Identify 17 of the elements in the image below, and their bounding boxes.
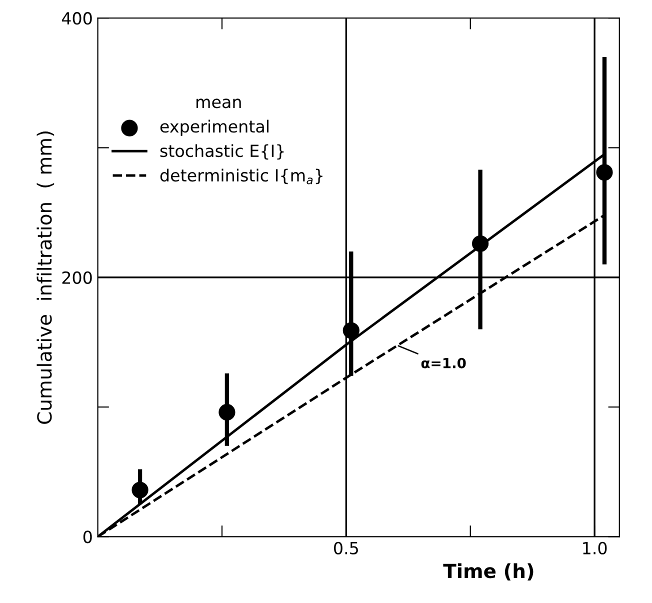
x-axis-title: Time (h) bbox=[443, 563, 534, 581]
point bbox=[472, 235, 489, 252]
y-tick-label: 0 bbox=[83, 530, 92, 544]
y-tick-label: 400 bbox=[62, 12, 92, 25]
y-tick-label: 200 bbox=[62, 271, 92, 284]
x-tick-label: 1.0 bbox=[583, 542, 607, 554]
point bbox=[342, 322, 360, 339]
legend-title: mean bbox=[196, 98, 241, 108]
legend-label: stochastic E{I} bbox=[160, 144, 284, 160]
legend-label: experimental bbox=[160, 120, 268, 136]
x-tick-label: 0.5 bbox=[334, 542, 358, 554]
point bbox=[218, 404, 236, 421]
legend-label: deterministic I{m$_{a}$} bbox=[160, 168, 322, 184]
annotation: α=1.0 bbox=[421, 358, 466, 368]
y-axis-title: Cumulative infiltration ( mm) bbox=[36, 131, 54, 424]
point bbox=[596, 164, 613, 181]
point bbox=[132, 482, 148, 498]
